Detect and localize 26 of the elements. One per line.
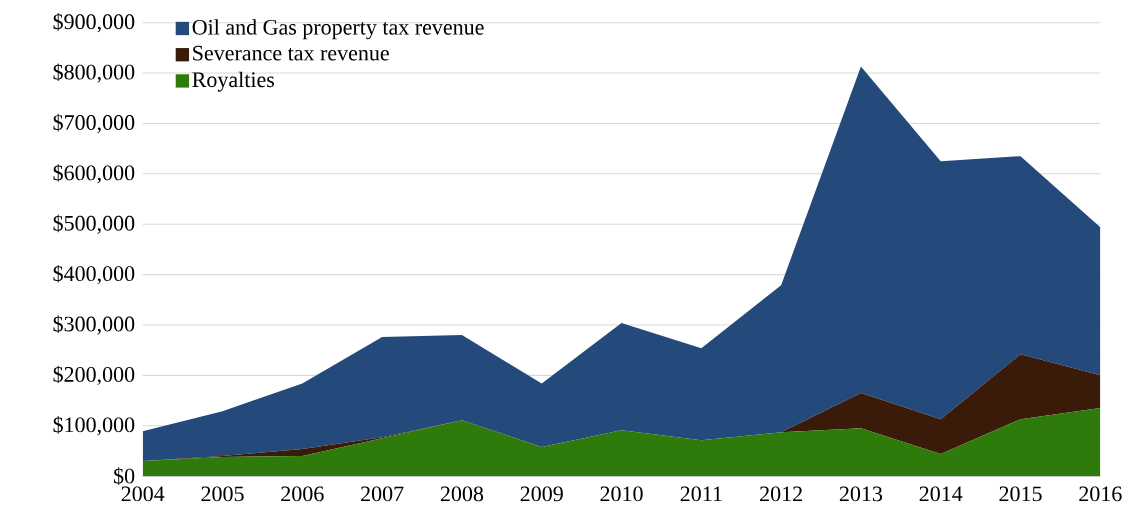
x-tick-label: 2013 <box>839 486 883 502</box>
y-tick-label: $600,000 <box>53 163 135 184</box>
x-tick-label: 2008 <box>440 486 484 502</box>
x-tick-label: 2011 <box>680 486 722 502</box>
y-tick-label: $100,000 <box>53 415 135 436</box>
y-tick-label: $900,000 <box>53 12 135 33</box>
x-tick-label: 2014 <box>919 486 963 502</box>
y-tick-label: $300,000 <box>53 315 135 335</box>
x-tick-label: 2012 <box>760 486 802 502</box>
legend-label: Severance tax revenue <box>193 45 389 61</box>
x-tick-label: 2007 <box>361 486 404 502</box>
legend-label: Royalties <box>192 71 275 92</box>
y-tick-label: $500,000 <box>53 214 135 234</box>
x-tick-label: 2009 <box>520 486 563 502</box>
y-tick-label: $0 <box>114 467 135 485</box>
x-tick-label: 2010 <box>600 486 643 502</box>
legend-label: Oil and Gas property tax revenue <box>192 18 484 39</box>
y-tick-label: $700,000 <box>53 113 135 133</box>
x-tick-label: 2005 <box>201 486 244 502</box>
x-tick-label: 2006 <box>281 486 324 502</box>
y-tick-label: $200,000 <box>53 365 135 385</box>
y-tick-label: $400,000 <box>53 264 135 285</box>
x-tick-label: 2016 <box>1079 486 1122 502</box>
y-tick-label: $800,000 <box>53 63 135 83</box>
x-tick-label: 2015 <box>999 486 1042 502</box>
x-tick-label: 2004 <box>121 486 165 502</box>
